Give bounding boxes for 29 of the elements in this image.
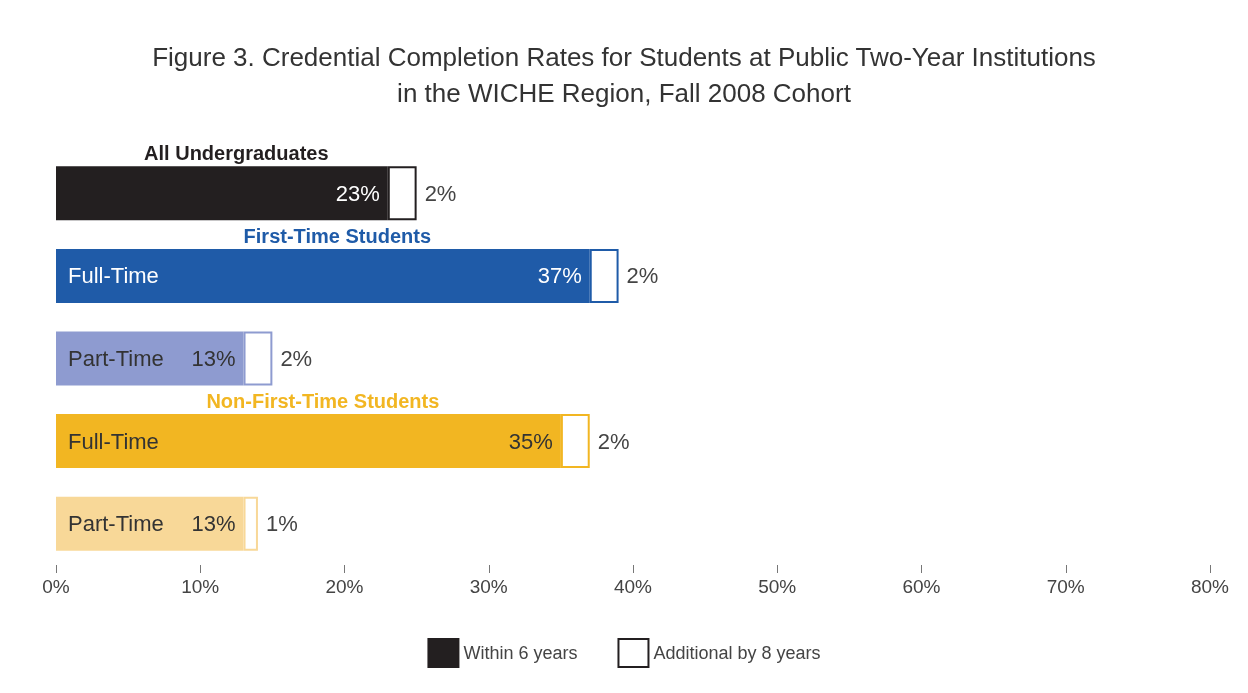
x-tick-label: 30% (469, 576, 508, 597)
data-label: 13% (191, 511, 236, 537)
data-label: 37% (537, 263, 582, 289)
y-tick-label: Full-Time (68, 428, 159, 454)
x-tick-label: 20% (325, 576, 364, 597)
y-tick-label: Part-Time (68, 511, 164, 537)
data-label: 2% (424, 180, 457, 206)
data-label: 2% (597, 428, 630, 454)
legend-label: Additional by 8 years (653, 643, 821, 663)
x-tick-label: 70% (1046, 576, 1085, 597)
y-tick-label: Part-Time (68, 346, 164, 371)
data-label: 1% (265, 511, 298, 537)
x-tick-label: 0% (42, 576, 70, 597)
annotation: Non-First-Time Students (206, 390, 440, 413)
x-tick-label: 10% (181, 576, 220, 597)
x-tick-label: 80% (1190, 576, 1230, 597)
data-label: 2% (626, 263, 659, 289)
annotation: All Undergraduates (144, 142, 329, 165)
data-label: 23% (335, 180, 380, 206)
data-label: 2% (280, 346, 313, 371)
legend-label: Within 6 years (463, 643, 578, 663)
data-label: 35% (508, 428, 553, 454)
y-tick-label: Full-Time (68, 263, 159, 289)
x-tick-label: 40% (613, 576, 653, 597)
chart-title: Figure 3. Credential Completion Rates for Students at Public Two-Year Institutions in the WICHE Region, Fall 2008 Cohort (152, 42, 1096, 108)
x-tick-label: 60% (902, 576, 941, 597)
data-label: 13% (191, 346, 236, 371)
annotation: First-Time Students (243, 224, 432, 247)
x-tick-label: 50% (758, 576, 797, 597)
